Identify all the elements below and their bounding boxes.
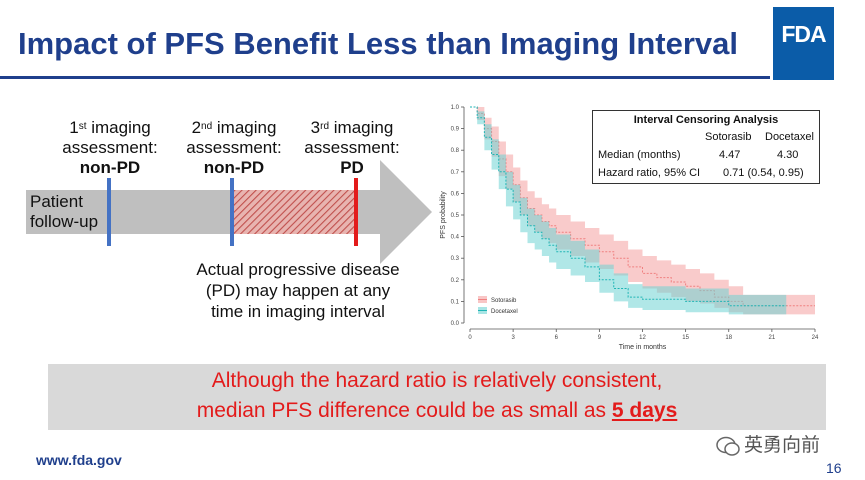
- page-number: 16: [826, 460, 842, 476]
- y-tick-label: 0.9: [451, 127, 460, 133]
- y-tick-label: 0.6: [451, 191, 460, 197]
- follow-up-arrow: [26, 160, 432, 264]
- x-tick-label: 9: [598, 335, 602, 341]
- assessment-1-result: non-PD: [79, 158, 141, 177]
- title-divider: [0, 76, 770, 79]
- imaging-interval-hatch: [232, 190, 356, 234]
- table-col-docetaxel: Docetaxel: [765, 131, 814, 143]
- fda-logo: FDA: [773, 7, 834, 80]
- fda-logo-text: FDA: [781, 21, 826, 47]
- callout-highlight: 5 days: [611, 399, 678, 422]
- interval-censoring-table: Interval Censoring Analysis Sotorasib Do…: [592, 110, 820, 184]
- x-tick-label: 12: [639, 335, 646, 341]
- y-axis-label: PFS probability: [440, 191, 447, 239]
- x-tick-label: 21: [769, 335, 776, 341]
- patient-follow-up-label: Patient follow-up: [30, 192, 99, 231]
- table-row-median-sotorasib: 4.47: [719, 149, 741, 161]
- assessment-1-label: 1st imaging assessment: non-PD: [60, 118, 160, 178]
- callout-line-1: Although the hazard ratio is relatively …: [211, 369, 663, 392]
- callout-line-2: median PFS difference could be as small …: [196, 399, 678, 422]
- y-tick-label: 0.4: [451, 235, 460, 241]
- assessment-2-label: 2nd imaging assessment: non-PD: [184, 118, 284, 178]
- footer-url: www.fda.gov: [36, 452, 122, 468]
- y-tick-label: 0.8: [451, 148, 460, 154]
- table-row-median-label: Median (months): [598, 149, 681, 161]
- x-tick-label: 18: [725, 335, 732, 341]
- y-tick-label: 0.5: [451, 213, 460, 219]
- assessment-3-result: PD: [340, 158, 364, 177]
- y-tick-label: 0.0: [451, 321, 460, 327]
- slide-title: Impact of PFS Benefit Less than Imaging …: [18, 26, 739, 61]
- table-col-sotorasib: Sotorasib: [705, 131, 752, 143]
- x-tick-label: 15: [682, 335, 689, 341]
- assessment-2-result: non-PD: [203, 158, 265, 177]
- x-tick-label: 0: [468, 335, 472, 341]
- y-tick-label: 0.7: [451, 170, 460, 176]
- legend-label-docetaxel: Docetaxel: [491, 309, 518, 315]
- series-line-docetaxel: [470, 106, 787, 307]
- x-tick-label: 6: [555, 335, 559, 341]
- legend-label-sotorasib: Sotorasib: [491, 298, 517, 304]
- x-axis-label: Time in months: [619, 344, 667, 351]
- table-row-hr-value: 0.71 (0.54, 0.95): [723, 167, 804, 179]
- x-tick-label: 24: [812, 335, 819, 341]
- table-row-hr-label: Hazard ratio, 95% CI: [598, 167, 701, 179]
- y-tick-label: 0.2: [451, 278, 460, 284]
- y-tick-label: 0.3: [451, 256, 460, 262]
- series-band-sotorasib: [470, 107, 815, 315]
- chat-bubble-icon: [716, 436, 740, 456]
- conclusion-callout: Although the hazard ratio is relatively …: [48, 364, 826, 430]
- table-title: Interval Censoring Analysis: [633, 114, 779, 126]
- y-tick-label: 0.1: [451, 299, 460, 305]
- table-row-median-docetaxel: 4.30: [777, 149, 799, 161]
- assessment-3-label: 3rd imaging assessment: PD: [302, 118, 402, 178]
- series-band-docetaxel: [470, 107, 787, 315]
- x-tick-label: 3: [511, 335, 515, 341]
- y-tick-label: 1.0: [451, 105, 460, 111]
- pd-note: Actual progressive disease (PD) may happ…: [196, 260, 400, 321]
- watermark: 英勇向前: [716, 430, 820, 457]
